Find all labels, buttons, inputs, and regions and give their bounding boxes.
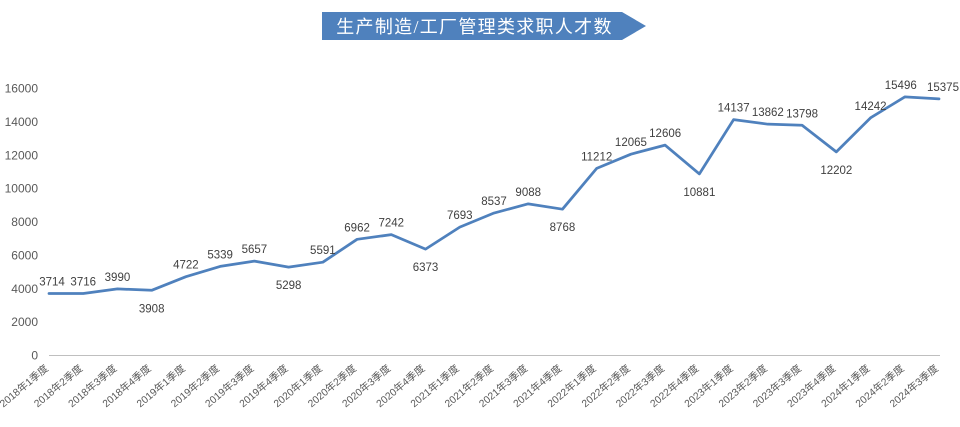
svg-text:0: 0: [31, 349, 38, 363]
svg-text:12202: 12202: [820, 165, 852, 177]
svg-text:6000: 6000: [11, 248, 38, 262]
svg-text:3990: 3990: [105, 272, 131, 284]
svg-text:9088: 9088: [515, 187, 541, 199]
svg-text:14137: 14137: [718, 103, 750, 115]
svg-text:3714: 3714: [39, 277, 65, 289]
svg-text:13798: 13798: [786, 108, 818, 120]
svg-text:15375: 15375: [927, 82, 959, 94]
svg-text:13862: 13862: [752, 107, 784, 119]
svg-text:8537: 8537: [481, 196, 507, 208]
svg-text:5657: 5657: [242, 244, 268, 256]
svg-text:15496: 15496: [885, 80, 917, 92]
svg-text:10000: 10000: [5, 182, 39, 196]
svg-text:5591: 5591: [310, 245, 336, 257]
svg-text:12606: 12606: [649, 128, 681, 140]
svg-text:7242: 7242: [379, 218, 405, 230]
svg-text:14242: 14242: [855, 101, 887, 113]
svg-text:16000: 16000: [5, 82, 39, 96]
svg-text:12065: 12065: [615, 137, 647, 149]
svg-text:7693: 7693: [447, 210, 473, 222]
svg-text:5339: 5339: [207, 249, 233, 261]
svg-text:4000: 4000: [11, 282, 38, 296]
svg-text:6962: 6962: [344, 222, 370, 234]
svg-text:12000: 12000: [5, 148, 39, 162]
svg-text:8000: 8000: [11, 215, 38, 229]
svg-text:14000: 14000: [5, 115, 39, 129]
svg-text:3908: 3908: [139, 303, 165, 315]
svg-text:3716: 3716: [70, 276, 96, 288]
svg-text:10881: 10881: [683, 187, 715, 199]
svg-text:2000: 2000: [11, 315, 38, 329]
svg-text:5298: 5298: [276, 280, 302, 292]
svg-text:6373: 6373: [413, 262, 439, 274]
svg-text:11212: 11212: [581, 151, 612, 163]
svg-text:4722: 4722: [173, 260, 199, 272]
svg-text:8768: 8768: [550, 222, 576, 234]
